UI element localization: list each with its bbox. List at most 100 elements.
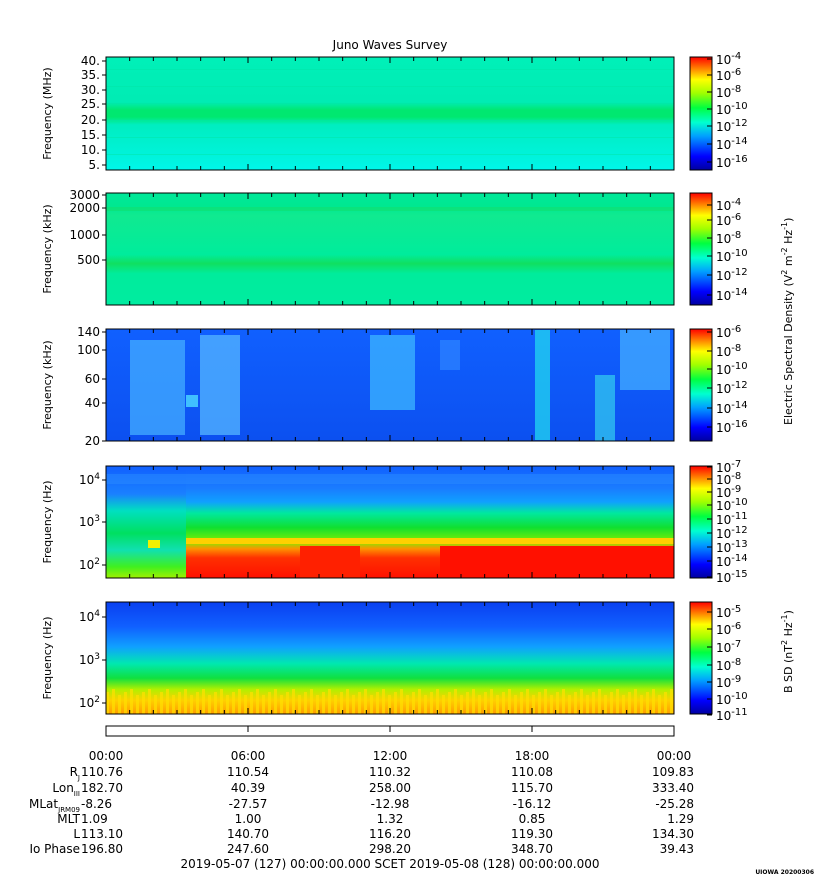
colorbar-tick-label: 10-10 — [716, 101, 748, 117]
ephemeris-value: 1.00 — [235, 812, 262, 826]
texture-line — [106, 69, 674, 70]
y-tick-label: 20. — [81, 113, 100, 127]
texture-line — [442, 695, 445, 714]
texture-line — [106, 86, 674, 87]
texture-line — [370, 695, 373, 714]
y-axis-label: Frequency (kHz) — [41, 204, 54, 293]
colorbar-tick-label: 10-10 — [716, 691, 748, 707]
colorbar-tick-label: 10-14 — [716, 287, 748, 303]
burst — [186, 395, 198, 407]
colorbar-tick-label: 10-6 — [716, 621, 741, 637]
texture-line — [526, 689, 529, 714]
texture-line — [598, 689, 601, 714]
y-tick-label: 103 — [79, 514, 100, 529]
colorbar-tick-label: 10-8 — [716, 230, 741, 246]
texture-line — [436, 689, 439, 714]
y-tick-label: 104 — [79, 472, 100, 487]
y-axis-label: Frequency (kHz) — [41, 340, 54, 429]
y-tick-label: 20 — [85, 434, 100, 448]
colorbar-label-electric: Electric Spectral Density (V2 m-2 Hz-1) — [780, 218, 795, 425]
texture-line — [274, 689, 277, 714]
colorbar-3 — [689, 328, 713, 442]
texture-line — [454, 689, 457, 714]
burst — [130, 340, 185, 435]
ephemeris-value: 113.10 — [81, 827, 123, 841]
texture-line — [118, 695, 121, 714]
colorbar-tick-label: 10-16 — [716, 154, 748, 170]
texture-line — [574, 692, 577, 714]
ephemeris-value: 0.85 — [519, 812, 546, 826]
y-tick-label: 10. — [81, 143, 100, 157]
y-tick-label: 1000 — [69, 228, 100, 242]
texture-line — [496, 695, 499, 714]
texture-line — [220, 689, 223, 714]
band — [106, 474, 674, 484]
texture-line — [136, 695, 139, 714]
colorbar-tick-label: 10-5 — [716, 604, 741, 620]
texture-line — [154, 695, 157, 714]
ephemeris-value: 247.60 — [227, 842, 269, 856]
texture-line — [304, 692, 307, 714]
texture-line — [568, 695, 571, 714]
ephemeris-value: -16.12 — [513, 797, 552, 811]
texture-line — [640, 695, 643, 714]
texture-line — [580, 689, 583, 714]
y-tick-label: 140 — [77, 325, 100, 339]
band — [186, 538, 674, 544]
colorbar-tick-label: 10-13 — [716, 539, 748, 555]
texture-line — [130, 689, 133, 714]
y-tick-label: 40 — [85, 396, 100, 410]
ephemeris-value: 110.54 — [227, 765, 269, 779]
x-tick-label: 12:00 — [373, 749, 408, 763]
colorbar-tick-label: 10-10 — [716, 248, 748, 264]
texture-line — [292, 689, 295, 714]
colorbar-label-magnetic: B SD (nT2 Hz-1) — [780, 610, 795, 693]
texture-line — [460, 695, 463, 714]
colorbar-tick-label: 10-9 — [716, 674, 741, 690]
texture-line — [106, 692, 109, 714]
texture-line — [262, 695, 265, 714]
ephemeris-label: MLT — [57, 812, 80, 826]
texture-line — [562, 689, 565, 714]
texture-line — [628, 692, 631, 714]
texture-line — [652, 689, 655, 714]
y-tick-label: 15. — [81, 128, 100, 142]
x-tick-label: 18:00 — [515, 749, 550, 763]
burst — [535, 330, 550, 440]
band — [148, 540, 160, 548]
texture-line — [604, 695, 607, 714]
texture-line — [106, 103, 674, 104]
texture-line — [160, 692, 163, 714]
texture-line — [346, 689, 349, 714]
colorbar-5 — [689, 601, 713, 715]
texture-line — [616, 689, 619, 714]
texture-line — [352, 695, 355, 714]
texture-line — [406, 695, 409, 714]
spectrogram-1 — [106, 57, 674, 170]
y-axis-label: Frequency (Hz) — [41, 481, 54, 564]
colorbar-4 — [689, 465, 713, 579]
time-range: 2019-05-07 (127) 00:00:00.000 SCET 2019-… — [180, 857, 599, 871]
texture-line — [382, 689, 385, 714]
x-tick-label: 00:00 — [657, 749, 692, 763]
ephemeris-value: -27.57 — [229, 797, 268, 811]
colorbar-tick-label: 10-11 — [716, 511, 748, 527]
panel-1: 40.35.30.25. 20.15.10.5. Frequency (MHz) 10… — [41, 51, 748, 172]
colorbar-tick-label: 10-14 — [716, 553, 748, 569]
colorbar-tick-label: 10-4 — [716, 197, 741, 213]
ephemeris-value: -25.28 — [655, 797, 694, 811]
colorbar-tick-label: 10-6 — [716, 67, 741, 83]
texture-line — [214, 692, 217, 714]
footer-stamp: UIOWA 20200306 — [755, 869, 814, 876]
texture-line — [670, 689, 673, 714]
texture-line — [664, 692, 667, 714]
y-tick-label: 2000 — [69, 201, 100, 215]
colorbar-2 — [689, 192, 713, 306]
colorbar-tick-label: 10-15 — [716, 569, 748, 585]
ephemeris-value: 258.00 — [369, 781, 411, 795]
texture-line — [226, 695, 229, 714]
texture-line — [250, 692, 253, 714]
texture-line — [424, 695, 427, 714]
